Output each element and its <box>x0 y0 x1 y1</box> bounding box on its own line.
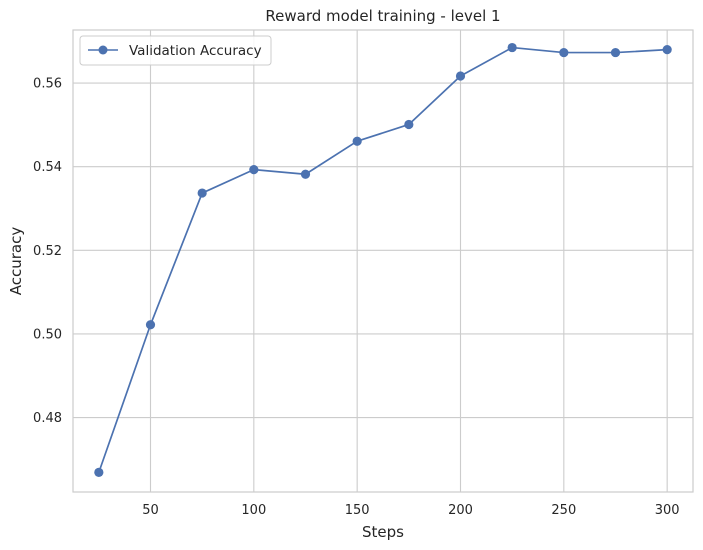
series-line <box>98 46 668 473</box>
y-axis-label: Accuracy <box>7 227 25 296</box>
data-point <box>249 165 259 175</box>
y-tick-label: 0.48 <box>33 411 62 426</box>
y-tick-label: 0.52 <box>33 244 62 259</box>
plot-area <box>72 29 694 493</box>
x-tick-label: 100 <box>241 503 266 518</box>
legend: Validation Accuracy <box>79 35 272 66</box>
data-point <box>404 119 414 130</box>
x-tick-label: 300 <box>655 503 680 518</box>
data-point <box>145 320 156 330</box>
data-point <box>610 47 621 58</box>
y-axis: 0.48 0.50 0.52 0.54 0.56 <box>33 77 62 426</box>
y-tick-label: 0.56 <box>33 77 62 92</box>
data-point <box>507 42 517 53</box>
y-tick-label: 0.50 <box>33 327 62 342</box>
data-point <box>662 45 672 55</box>
legend-box <box>79 35 272 66</box>
x-tick-label: 250 <box>551 503 576 518</box>
data-point <box>352 136 362 146</box>
data-point <box>197 188 207 198</box>
data-point <box>300 169 311 179</box>
chart-title: Reward model training - level 1 <box>265 7 500 25</box>
series-layer <box>94 42 672 477</box>
y-tick-label: 0.54 <box>33 160 62 175</box>
data-point <box>94 467 104 477</box>
grid <box>73 30 693 492</box>
x-tick-label: 50 <box>142 503 159 518</box>
x-tick-label: 200 <box>448 503 473 518</box>
legend-marker <box>98 45 108 55</box>
data-point <box>455 71 466 81</box>
data-point <box>559 47 569 58</box>
legend-entry-validation-accuracy: Validation Accuracy <box>129 43 262 59</box>
x-axis-label: Steps <box>362 523 404 541</box>
x-tick-label: 150 <box>345 503 370 518</box>
x-axis: 50 100 150 200 250 300 <box>142 503 679 518</box>
